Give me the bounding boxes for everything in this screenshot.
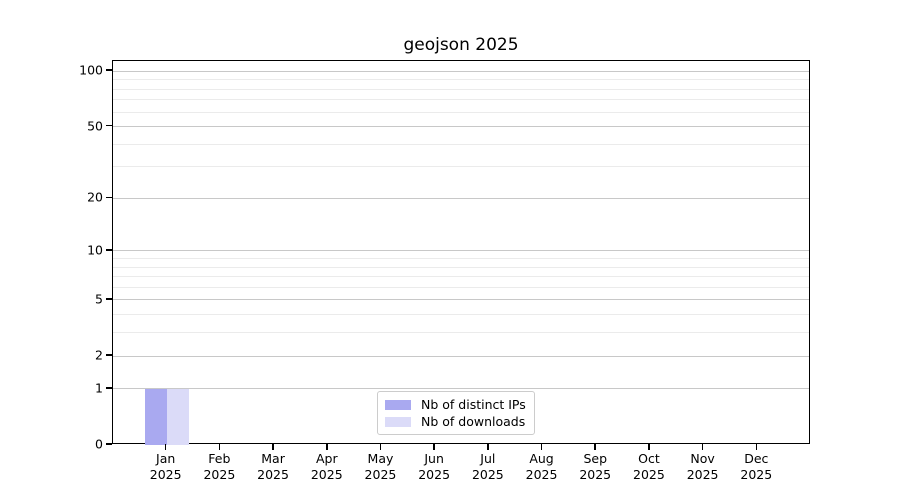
- x-tick-mark: [701, 444, 704, 450]
- y-tick-label: 10: [87, 242, 103, 258]
- y-tick-mark: [106, 443, 112, 445]
- x-tick-label: Apr 2025: [310, 451, 343, 482]
- y-tick-mark: [106, 249, 112, 251]
- y-tick-mark: [106, 69, 112, 71]
- x-tick-label: Oct 2025: [633, 451, 665, 482]
- y-tick-label: 2: [95, 347, 103, 363]
- legend-swatch: [385, 416, 411, 427]
- minor-gridline: [113, 99, 809, 101]
- legend-label: Nb of downloads: [421, 414, 526, 429]
- x-tick-label: Sep 2025: [579, 451, 612, 482]
- x-tick-mark: [648, 444, 650, 450]
- x-tick-label: Jul 2025: [471, 451, 504, 482]
- minor-gridline: [113, 266, 809, 268]
- major-gridline: [113, 250, 809, 252]
- minor-gridline: [113, 332, 809, 334]
- minor-gridline: [113, 314, 809, 316]
- legend-label: Nb of distinct IPs: [421, 397, 526, 412]
- y-tick-label: 1: [95, 380, 103, 396]
- x-tick-label: Jan 2025: [149, 451, 182, 482]
- major-gridline: [113, 197, 809, 199]
- y-tick-label: 5: [95, 291, 103, 307]
- x-tick-label: Aug 2025: [525, 451, 558, 482]
- minor-gridline: [113, 286, 809, 288]
- x-tick-mark: [218, 444, 221, 450]
- minor-gridline: [113, 143, 809, 145]
- x-tick-label: Feb 2025: [203, 451, 236, 482]
- legend-row: Nb of downloads: [385, 413, 526, 430]
- legend: Nb of distinct IPs Nb of downloads: [377, 391, 535, 435]
- minor-gridline: [113, 257, 809, 259]
- minor-gridline: [113, 111, 809, 113]
- chart-title: geojson 2025: [403, 35, 519, 55]
- x-tick-mark: [540, 444, 543, 450]
- x-tick-mark: [272, 444, 274, 450]
- x-tick-label: Jun 2025: [418, 451, 451, 482]
- y-tick-label: 100: [79, 62, 103, 78]
- x-tick-mark: [164, 444, 167, 450]
- major-gridline: [113, 355, 809, 357]
- x-tick-mark: [433, 444, 435, 450]
- minor-gridline: [113, 276, 809, 278]
- y-tick-mark: [106, 387, 112, 389]
- x-tick-mark: [487, 444, 489, 450]
- x-tick-label: Mar 2025: [257, 451, 289, 482]
- y-tick-mark: [106, 298, 112, 300]
- y-tick-mark: [106, 354, 112, 356]
- x-tick-label: May 2025: [364, 451, 397, 482]
- bar-distinct-ips: [144, 388, 167, 445]
- plot-area: [112, 60, 810, 445]
- y-tick-label: 50: [87, 118, 103, 133]
- major-gridline: [113, 70, 809, 72]
- minor-gridline: [113, 79, 809, 81]
- legend-row: Nb of distinct IPs: [385, 396, 526, 413]
- minor-gridline: [113, 88, 809, 90]
- x-tick-mark: [379, 444, 382, 450]
- y-tick-label: 20: [87, 189, 103, 205]
- y-tick-label: 0: [95, 436, 103, 452]
- x-tick-label: Dec 2025: [740, 451, 773, 482]
- x-tick-mark: [755, 444, 758, 450]
- y-tick-mark: [106, 196, 112, 199]
- x-tick-mark: [594, 444, 596, 450]
- legend-swatch: [385, 399, 411, 410]
- x-tick-mark: [326, 444, 328, 450]
- y-tick-mark: [106, 124, 112, 127]
- x-tick-label: Nov 2025: [686, 451, 719, 482]
- minor-gridline: [113, 166, 809, 168]
- major-gridline: [113, 388, 809, 390]
- major-gridline: [113, 126, 809, 127]
- major-gridline: [113, 299, 809, 301]
- bar-downloads: [166, 388, 189, 445]
